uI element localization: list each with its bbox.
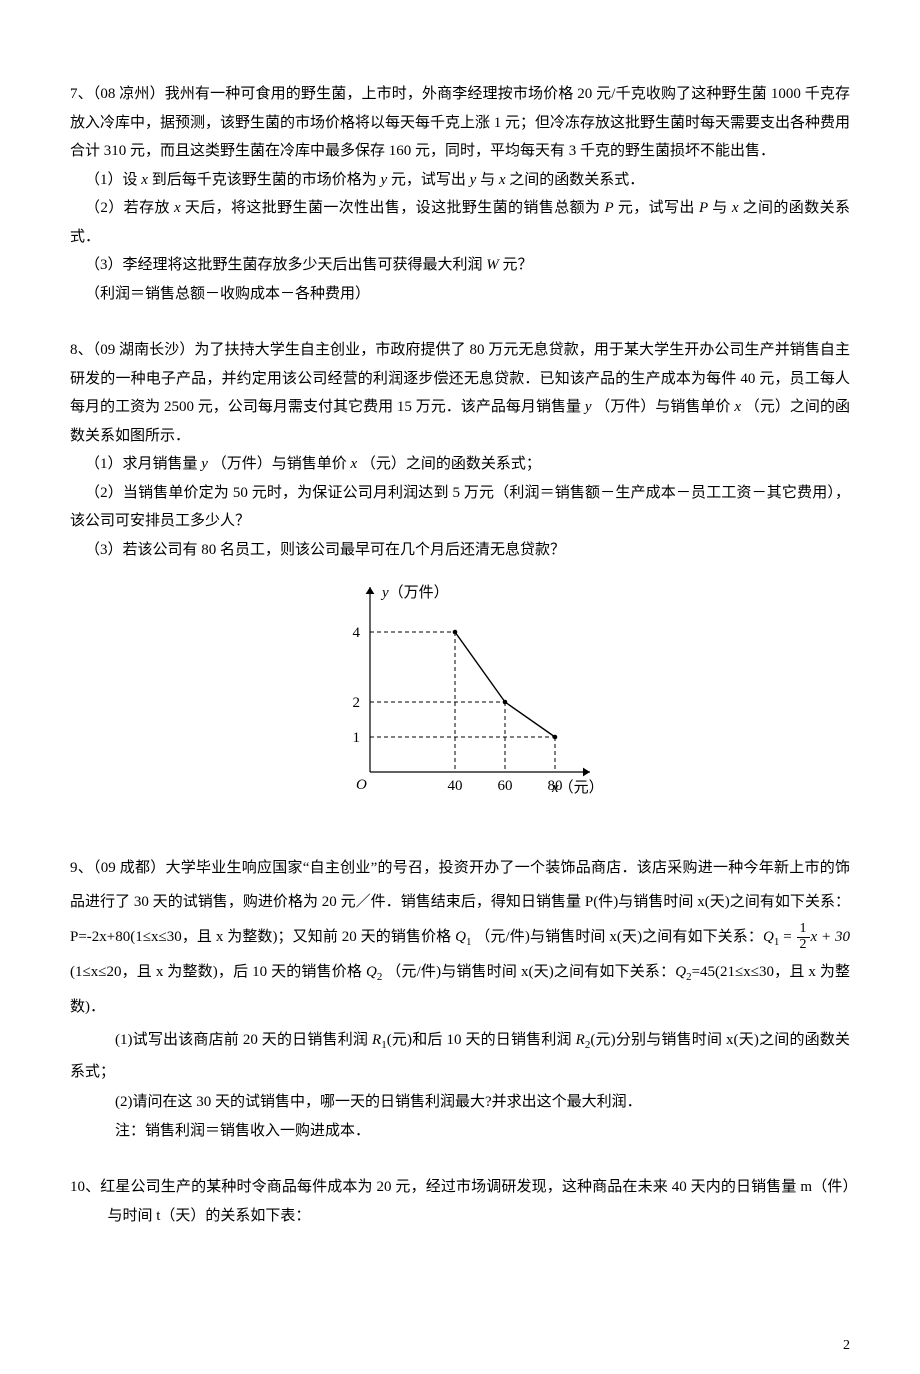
var-x: x <box>734 399 741 415</box>
p9-q1-a: (1)试写出该商店前 20 天的日销售利润 <box>115 1032 372 1048</box>
p7-q1-d: 与 <box>476 172 499 188</box>
p10-text: 10、红星公司生产的某种时令商品每件成本为 20 元，经过市场调研发现，这种商品… <box>70 1173 850 1230</box>
page-footer: 2 <box>0 1298 920 1374</box>
expr: x + 30 <box>811 929 851 945</box>
p7-intro: 7、（08 凉州）我州有一种可食用的野生菌，上市时，外商李经理按市场价格 20 … <box>70 80 850 166</box>
p9-intro-b2a: (1≤x≤20，且 x 为整数)，后 10 天的销售价格 <box>70 964 366 980</box>
p9-q2-text: (2)请问在这 30 天的试销售中，哪一天的日销售利润最大?并求出这个最大利润． <box>115 1094 642 1110</box>
problem-10: 10、红星公司生产的某种时令商品每件成本为 20 元，经过市场调研发现，这种商品… <box>70 1173 850 1230</box>
var-P: P <box>605 200 614 216</box>
p9-q2: (2)请问在这 30 天的试销售中，哪一天的日销售利润最大?并求出这个最大利润． <box>70 1088 850 1117</box>
p7-q2-c: 元，试写出 <box>614 200 699 216</box>
p9-intro-b: （元/件)与销售时间 x(天)之间有如下关系： <box>471 929 763 945</box>
p8-q1-a: （1）求月销售量 <box>85 456 201 472</box>
eq: = <box>779 929 795 945</box>
var-Q: Q <box>675 964 686 980</box>
var-R: R <box>576 1032 585 1048</box>
var-y: y <box>585 399 592 415</box>
p9-q1-b: (元)和后 10 天的日销售利润 <box>387 1032 576 1048</box>
p9-q1: (1)试写出该商店前 20 天的日销售利润 R1(元)和后 10 天的日销售利润… <box>70 1025 850 1089</box>
p9-note: 注：销售利润＝销售收入一购进成本． <box>70 1117 850 1146</box>
var-W: W <box>486 257 499 273</box>
problem-7: 7、（08 凉州）我州有一种可食用的野生菌，上市时，外商李经理按市场价格 20 … <box>70 80 850 308</box>
p7-q4: （利润＝销售总额－收购成本－各种费用） <box>70 280 850 309</box>
p7-q2: （2）若存放 x 天后，将这批野生菌一次性出售，设这批野生菌的销售总额为 P 元… <box>70 194 850 251</box>
p8-q3-text: （3）若该公司有 80 名员工，则该公司最早可在几个月后还清无息贷款？ <box>85 542 565 558</box>
p7-q1: （1）设 x 到后每千克该野生菌的市场价格为 y 元，试写出 y 与 x 之间的… <box>70 166 850 195</box>
problem-9: 9、（09 成都）大学毕业生响应国家“自主创业”的号召，投资开办了一个装饰品商店… <box>70 851 850 1146</box>
p7-q1-c: 元，试写出 <box>387 172 470 188</box>
var-P: P <box>699 200 708 216</box>
var-Q: Q <box>763 929 774 945</box>
svg-text:60: 60 <box>498 778 513 794</box>
p7-q3-b: 元？ <box>499 257 533 273</box>
p7-intro-text: 7、（08 凉州）我州有一种可食用的野生菌，上市时，外商李经理按市场价格 20 … <box>70 86 850 159</box>
var-y: y <box>201 456 208 472</box>
var-R: R <box>372 1032 381 1048</box>
page-content: 7、（08 凉州）我州有一种可食用的野生菌，上市时，外商李经理按市场价格 20 … <box>0 0 920 1298</box>
p8-q3: （3）若该公司有 80 名员工，则该公司最早可在几个月后还清无息贷款？ <box>70 536 850 565</box>
p7-q4-text: （利润＝销售总额－收购成本－各种费用） <box>85 286 370 302</box>
svg-text:40: 40 <box>448 778 463 794</box>
p8-q1-c: （元）之间的函数关系式； <box>357 456 541 472</box>
p7-q3: （3）李经理将这批野生菌存放多少天后出售可获得最大利润 W 元？ <box>70 251 850 280</box>
p8-q2: （2）当销售单价定为 50 元时，为保证公司月利润达到 5 万元（利润＝销售额－… <box>70 479 850 536</box>
p7-q3-a: （3）李经理将这批野生菌存放多少天后出售可获得最大利润 <box>85 257 486 273</box>
p9-note-text: 注：销售利润＝销售收入一购进成本． <box>115 1123 370 1139</box>
var-Q: Q <box>366 964 377 980</box>
p10-text-span: 10、红星公司生产的某种时令商品每件成本为 20 元，经过市场调研发现，这种商品… <box>70 1179 850 1224</box>
problem-8: 8、（09 湖南长沙）为了扶持大学生自主创业，市政府提供了 80 万元无息贷款，… <box>70 336 850 823</box>
svg-text:y（万件）: y（万件） <box>380 584 449 601</box>
p8-chart: O406080124y（万件）x（元） <box>70 572 850 823</box>
p9-intro-b2b: （元/件)与销售时间 x(天)之间有如下关系： <box>382 964 675 980</box>
p8-intro-b: （万件）与销售单价 <box>592 399 735 415</box>
svg-text:1: 1 <box>353 730 361 746</box>
var-x: x <box>174 200 181 216</box>
svg-text:O: O <box>356 777 367 793</box>
line-chart: O406080124y（万件）x（元） <box>310 572 610 812</box>
frac-den: 2 <box>797 938 810 953</box>
p7-q2-b: 天后，将这批野生菌一次性出售，设这批野生菌的销售总额为 <box>181 200 605 216</box>
p7-q1-a: （1）设 <box>85 172 141 188</box>
frac-num: 1 <box>797 922 810 938</box>
p7-q2-a: （2）若存放 <box>85 200 174 216</box>
p9-intro: 9、（09 成都）大学毕业生响应国家“自主创业”的号召，投资开办了一个装饰品商店… <box>70 851 850 1025</box>
p8-q1-b: （万件）与销售单价 <box>208 456 351 472</box>
fraction-half: 12 <box>797 922 810 952</box>
var-Q: Q <box>455 929 466 945</box>
var-x: x <box>499 172 506 188</box>
p7-q2-d: 与 <box>708 200 732 216</box>
p7-q1-e: 之间的函数关系式． <box>506 172 645 188</box>
p8-intro: 8、（09 湖南长沙）为了扶持大学生自主创业，市政府提供了 80 万元无息贷款，… <box>70 336 850 450</box>
p8-q1: （1）求月销售量 y （万件）与销售单价 x （元）之间的函数关系式； <box>70 450 850 479</box>
svg-text:4: 4 <box>353 625 361 641</box>
var-x: x <box>141 172 148 188</box>
p8-q2-text: （2）当销售单价定为 50 元时，为保证公司月利润达到 5 万元（利润＝销售额－… <box>70 485 850 530</box>
p7-q1-b: 到后每千克该野生菌的市场价格为 <box>148 172 381 188</box>
svg-text:x（元）: x（元） <box>551 779 604 796</box>
page-number: 2 <box>843 1338 850 1353</box>
svg-text:2: 2 <box>353 695 361 711</box>
